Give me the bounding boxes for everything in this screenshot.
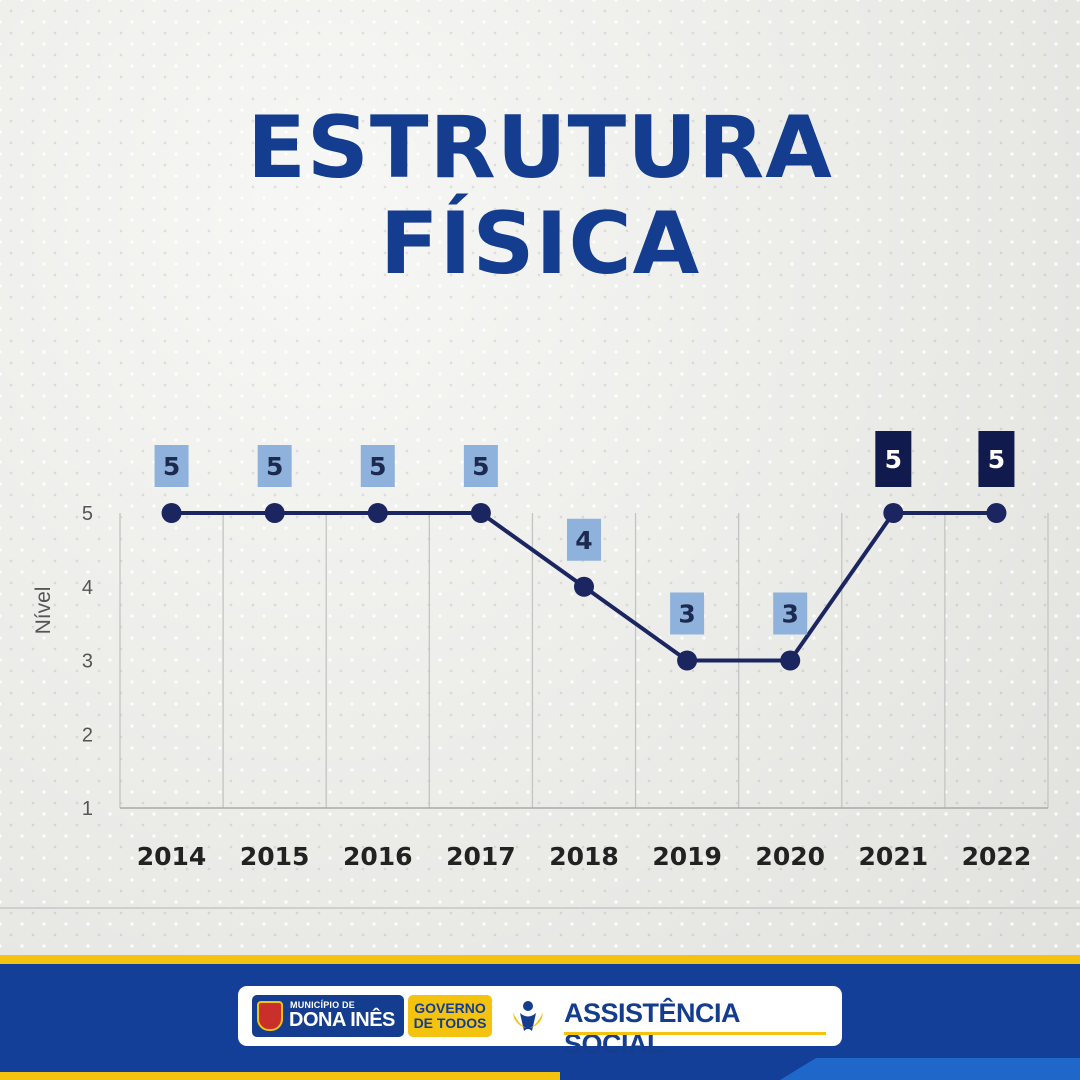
- assistencia-social-icon: [513, 1001, 543, 1031]
- x-tick-label: 2018: [549, 842, 619, 871]
- data-label: 5: [163, 452, 180, 481]
- data-point: [677, 650, 698, 671]
- data-labels: 5 5 5 5 4 3 3 5 5: [154, 431, 1015, 635]
- footer-corner-accent: [780, 1058, 1080, 1080]
- x-tick-label: 2022: [962, 842, 1032, 871]
- gov-line-1: GOVERNO: [414, 1000, 486, 1016]
- data-label: 3: [678, 600, 695, 629]
- data-point: [161, 503, 182, 523]
- x-tick-label: 2017: [446, 842, 516, 871]
- data-point: [264, 503, 285, 523]
- x-tick-label: 2014: [137, 842, 207, 871]
- x-axis-ticks: 2014 2015 2016 2017 2018 2019 2020 2021 2022: [137, 842, 1031, 871]
- data-point: [470, 503, 491, 523]
- data-point: [986, 503, 1007, 523]
- data-label-box: [257, 445, 292, 487]
- data-points: [161, 503, 1007, 671]
- y-axis-label: Nível: [32, 587, 55, 635]
- x-tick-label: 2015: [240, 842, 310, 871]
- municipality-small-label: MUNICÍPIO DE: [290, 1000, 355, 1010]
- line-chart: Nível 1 2 3 4 5 2014 2015 2016 2017 2018 2019 2020…: [32, 431, 1049, 871]
- data-label: 5: [369, 452, 386, 481]
- y-tick-label: 5: [82, 503, 93, 525]
- municipal-crest-icon: [257, 1001, 283, 1031]
- government-logo: GOVERNO DE TODOS: [408, 995, 492, 1037]
- x-tick-label: 2019: [652, 842, 722, 871]
- y-tick-label: 3: [82, 651, 93, 673]
- department-underline: [564, 1032, 826, 1035]
- data-label-box: [154, 445, 189, 487]
- y-axis-ticks: 1 2 3 4 5: [82, 503, 93, 820]
- gov-line-2: DE TODOS: [413, 1015, 487, 1031]
- footer-yellow-stripe: [0, 955, 1080, 964]
- y-tick-label: 1: [82, 798, 93, 820]
- data-label: 4: [575, 526, 592, 555]
- data-label-box: [773, 592, 808, 635]
- chart-grid: [119, 513, 1049, 808]
- data-label: 5: [472, 452, 489, 481]
- data-label: 5: [885, 445, 902, 474]
- data-label: 5: [266, 452, 283, 481]
- municipality-name: DONA INÊS: [289, 1009, 395, 1031]
- data-label-box: [463, 445, 498, 487]
- data-point: [883, 503, 904, 523]
- title-line-2: FÍSICA: [379, 194, 701, 294]
- municipality-logo: MUNICÍPIO DE DONA INÊS: [252, 995, 404, 1037]
- x-tick-label: 2020: [755, 842, 825, 871]
- data-label: 3: [782, 600, 799, 629]
- footer-yellow-bottom: [0, 1072, 560, 1080]
- x-tick-label: 2016: [343, 842, 413, 871]
- data-label-box: [567, 518, 601, 561]
- data-label-box: [670, 592, 705, 635]
- data-point: [574, 576, 594, 597]
- y-tick-label: 2: [82, 724, 93, 746]
- footer-logo-box: MUNICÍPIO DE DONA INÊS GOVERNO DE TODOS …: [238, 986, 842, 1059]
- footer-banner: MUNICÍPIO DE DONA INÊS GOVERNO DE TODOS …: [0, 955, 1080, 1080]
- department-name: ASSISTÊNCIA SOCIAL: [564, 998, 740, 1059]
- data-point: [780, 650, 801, 671]
- page-title: ESTRUTURA FÍSICA: [0, 100, 1080, 292]
- x-tick-label: 2021: [859, 842, 929, 871]
- y-tick-label: 4: [82, 577, 93, 599]
- data-label-box: [978, 431, 1015, 487]
- data-label: 5: [988, 445, 1005, 474]
- data-label-box: [360, 445, 395, 487]
- data-label-box: [875, 431, 912, 487]
- title-line-1: ESTRUTURA: [247, 98, 833, 198]
- bottom-divider: [0, 907, 1080, 909]
- data-point: [367, 503, 388, 523]
